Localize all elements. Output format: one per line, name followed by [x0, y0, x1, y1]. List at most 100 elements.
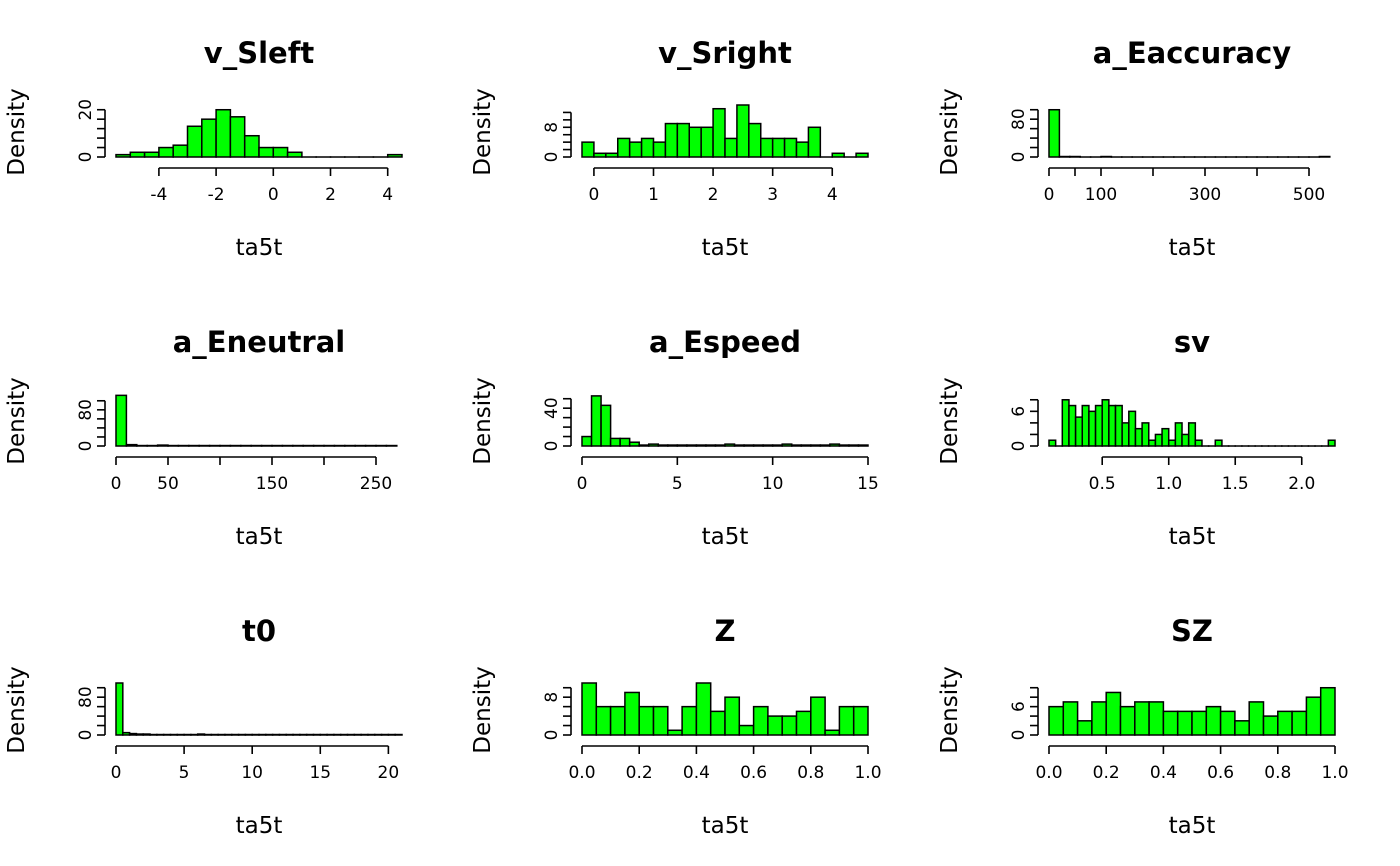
panel-3-x-tick-label: 300 [1189, 185, 1221, 205]
panel-5-bar [810, 444, 822, 447]
panel-6-bar [1108, 404, 1117, 447]
panel-7-bar [115, 682, 124, 736]
panel-3-x-tick-label: 0 [1044, 185, 1055, 205]
panel-9-bar [1262, 715, 1279, 736]
panel-4-x-tick-label: 150 [256, 474, 288, 494]
panel-7-y-tick-label: 0 [76, 730, 96, 741]
panel-1-bar [143, 151, 160, 158]
panel-2-bar [676, 122, 690, 158]
panel-3-histogram: a_Eaccuracy 0 100 300 500 0 80 ta5t Density [937, 36, 1331, 261]
panel-7-title: t0 [242, 614, 276, 648]
panel-8-bar [652, 705, 669, 736]
panel-6-bar [1061, 399, 1070, 447]
panel-8-x-tick-label: 0.6 [740, 763, 767, 783]
panel-6-bar [1088, 410, 1097, 447]
panel-6-bar [1187, 422, 1197, 447]
panel-2-bar [640, 137, 655, 158]
panel-9-x-tick-label: 0.4 [1150, 763, 1177, 783]
panel-9-y-tick-label: 6 [1009, 701, 1029, 712]
panel-1-bar [201, 118, 217, 158]
panel-6-bar [1174, 422, 1183, 447]
panel-5-bar [743, 444, 755, 447]
panel-9-bar [1305, 696, 1322, 736]
panel-5-bar [752, 444, 764, 447]
panel-6-x-tick-label: 0.5 [1089, 474, 1116, 494]
panel-8-y-tick-label: 0 [542, 730, 562, 741]
panel-9-x-tick-label: 0.8 [1264, 763, 1291, 783]
panel-8-x-tick-label: 0.0 [568, 763, 595, 783]
panel-1-x-tick-label: 4 [382, 185, 393, 205]
panel-3-y-axis-label: Density [937, 88, 963, 175]
panel-7-x-tick-label: 0 [111, 763, 122, 783]
panel-1-bar [386, 153, 403, 158]
panel-2-bar [724, 137, 738, 158]
panel-7-x-tick-label: 15 [309, 763, 331, 783]
panel-3-x-tick-label: 500 [1293, 185, 1325, 205]
panel-1-bar [158, 146, 174, 158]
panel-5-bar [657, 444, 669, 447]
panel-9-x-tick-label: 0.0 [1035, 763, 1062, 783]
panel-4-y-tick-label: 0 [76, 441, 96, 452]
panel-1-histogram: v_Sleft -4 -2 0 2 4 0 20 ta5t Density [4, 36, 403, 261]
panel-2-y-tick-label: 0 [542, 152, 562, 163]
panel-3-x-axis-label: ta5t [1169, 235, 1216, 261]
panel-4-title: a_Eneutral [173, 325, 346, 359]
panel-7-bar [142, 733, 151, 736]
panel-5-bar [667, 444, 679, 447]
panel-2-title: v_Sright [658, 36, 792, 70]
panel-5-bar [600, 404, 612, 447]
panel-1-bar [243, 134, 260, 158]
panel-5-bar [686, 444, 698, 447]
panel-6-bar [1148, 439, 1157, 447]
panel-2-bar [807, 126, 822, 158]
panel-4-histogram: a_Eneutral 0 50 150 250 0 80 ta5t Density [4, 325, 398, 550]
panel-9-x-tick-label: 0.6 [1207, 763, 1234, 783]
panel-2-x-tick-label: 0 [589, 185, 600, 205]
panel-8-bar [824, 729, 841, 736]
panel-7-x-axis-label: ta5t [236, 813, 283, 839]
panel-2-bar [748, 122, 762, 158]
panel-6-bar [1214, 439, 1223, 447]
panel-8-bar [838, 705, 855, 736]
panel-6-x-tick-label: 1.5 [1222, 474, 1249, 494]
panel-9-bar [1205, 705, 1222, 736]
panel-5-x-tick-label: 5 [672, 474, 683, 494]
panel-4-bar [115, 394, 128, 447]
panel-6-bar [1134, 427, 1143, 447]
panel-2-x-tick-label: 2 [708, 185, 719, 205]
panel-8-bar [609, 705, 626, 736]
panel-1-bar [229, 116, 246, 158]
panel-8-y-tick-label: 8 [542, 692, 562, 703]
panel-5-bar [695, 444, 707, 447]
panel-8-bar [638, 705, 655, 736]
panel-5-histogram: a_Espeed 0 5 10 15 0 40 ta5t Density [470, 325, 879, 550]
panel-8-bar [810, 696, 826, 736]
panel-1-y-tick-label: 20 [76, 99, 96, 121]
panel-9-title: SZ [1171, 614, 1213, 648]
panel-2-bar [688, 126, 702, 158]
panel-9-bar [1091, 701, 1107, 736]
panel-2-bar [581, 141, 595, 158]
panel-4-bar [156, 444, 169, 447]
panel-5-bar [647, 443, 660, 447]
panel-8-title: Z [714, 614, 735, 648]
panel-9-bar [1191, 710, 1208, 736]
panel-5-bar [790, 444, 803, 447]
panel-7-x-tick-label: 10 [241, 763, 263, 783]
panel-5-bar [781, 443, 793, 447]
panel-4-y-tick-label: 80 [76, 399, 96, 421]
panel-6-y-tick-label: 6 [1009, 406, 1029, 417]
panel-9-bar [1119, 705, 1136, 736]
panel-6-bar [1101, 399, 1110, 447]
panel-9-bar [1176, 710, 1193, 736]
panel-5-bar [800, 444, 812, 447]
panel-8-bar [752, 705, 769, 736]
panel-1-x-tick-label: -4 [150, 185, 167, 205]
panel-2-y-axis-label: Density [470, 88, 496, 175]
panel-6-title: sv [1174, 325, 1210, 359]
panel-5-bar [829, 443, 841, 447]
panel-1-y-axis-label: Density [4, 88, 30, 175]
panel-6-histogram: sv 0.5 1.0 1.5 2.0 0 6 ta5t Density [937, 325, 1336, 550]
panel-2-bar [593, 152, 607, 158]
